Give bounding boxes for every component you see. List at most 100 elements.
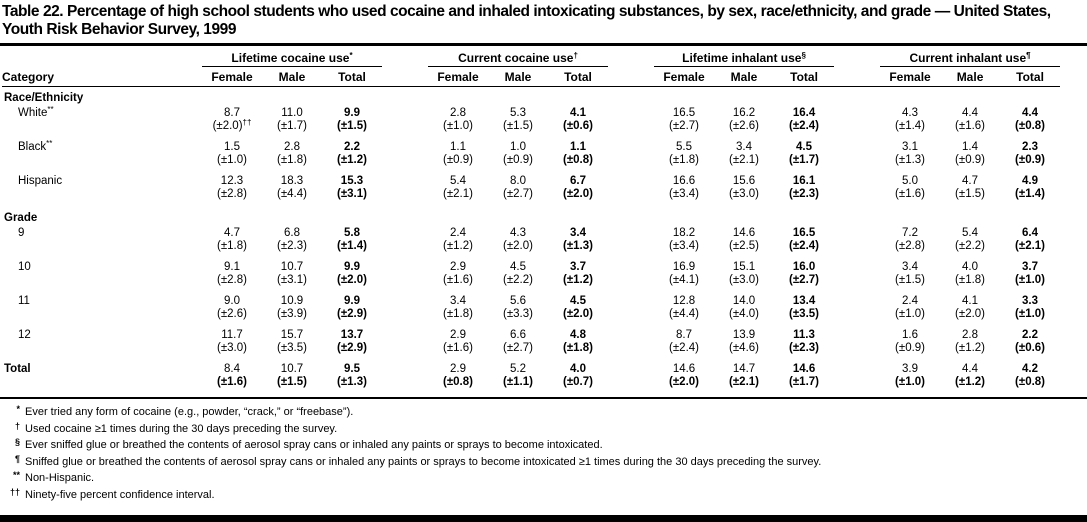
ci-cell: (±2.3) <box>789 342 819 354</box>
value-cell: 8.0 <box>510 175 526 187</box>
value-cell: 4.8 <box>570 329 586 341</box>
value-cell: 1.1 <box>450 141 466 153</box>
value-cell: 16.5 <box>792 227 816 239</box>
group-gap <box>382 154 428 173</box>
ci-cell: (±1.2) <box>443 240 473 252</box>
value-cell: 2.2 <box>344 141 360 153</box>
ci-cell: (±2.1) <box>729 154 759 166</box>
value-cell: 2.8 <box>962 329 979 341</box>
value-cell: 4.7 <box>962 175 979 187</box>
value-cell: 14.7 <box>732 363 756 375</box>
row-label: Total <box>4 363 31 375</box>
footnote-item: * Ever tried any form of cocaine (e.g., p… <box>2 403 1085 420</box>
row-label-spacer <box>2 376 202 395</box>
ci-cell: (±1.5) <box>277 376 307 388</box>
ci-cell: (±2.0) <box>669 376 699 388</box>
ci-cell: (±3.0) <box>217 342 247 354</box>
ci-cell: (±3.4) <box>669 240 699 252</box>
ci-cell: (±1.6) <box>217 376 247 388</box>
group-gap <box>834 342 880 361</box>
row-label-spacer <box>2 274 202 293</box>
group-gap <box>382 342 428 361</box>
ci-cell: (±1.0) <box>895 376 926 388</box>
ci-cell: (±2.0) <box>503 240 533 252</box>
footnotes-section: * Ever tried any form of cocaine (e.g., p… <box>0 397 1087 502</box>
column-group-header: Lifetime inhalant use§ <box>654 48 835 67</box>
value-cell: 12.8 <box>672 295 696 307</box>
value-cell: 16.6 <box>672 175 696 187</box>
footnote-symbol: † <box>14 420 20 431</box>
value-cell: 4.4 <box>962 107 979 119</box>
ci-cell: (±0.7) <box>563 376 593 388</box>
ci-cell: (±2.7) <box>503 188 533 200</box>
ci-cell: (±3.3) <box>503 308 533 320</box>
value-cell: 4.1 <box>962 295 979 307</box>
value-cell: 9.9 <box>344 107 360 119</box>
ci-cell: (±1.0) <box>895 308 926 320</box>
group-gap <box>834 327 880 342</box>
footnote-symbol: § <box>14 437 20 447</box>
group-gap <box>608 293 654 308</box>
value-cell: 5.6 <box>510 295 526 307</box>
group-gap <box>608 342 654 361</box>
ci-cell: (±4.6) <box>729 342 759 354</box>
subcolumn-header-total: Total <box>322 66 382 87</box>
ci-cell: (±1.3) <box>337 376 367 388</box>
group-gap <box>608 274 654 293</box>
subcolumn-header-female: Female <box>654 66 715 87</box>
value-cell: 16.2 <box>732 107 756 119</box>
ci-cell: (±1.8) <box>443 308 473 320</box>
ci-cell: (±3.4) <box>669 188 699 200</box>
group-gap <box>834 48 880 67</box>
ci-cell: (±1.2) <box>955 376 986 388</box>
ci-cell: (±1.5) <box>895 274 926 286</box>
footnote-item: ** Non-Hispanic. <box>2 469 1085 486</box>
footnote-text: Ever sniffed glue or breathed the conten… <box>25 439 603 451</box>
group-gap <box>382 139 428 154</box>
footnote-text: Sniffed glue or breathed the contents of… <box>25 455 822 468</box>
group-gap <box>834 139 880 154</box>
subcolumn-header-female: Female <box>428 66 488 87</box>
value-cell: 16.5 <box>672 107 696 119</box>
value-cell: 9.1 <box>224 261 240 273</box>
row-label-spacer <box>2 240 202 259</box>
table-title: Table 22. Percentage of high school stud… <box>2 3 1051 38</box>
column-group-header: Current cocaine use† <box>428 48 609 67</box>
ci-cell: (±2.6) <box>217 308 247 320</box>
ci-cell: (±1.5) <box>955 188 986 200</box>
group-gap <box>608 376 654 395</box>
ci-cell: (±2.0) <box>563 308 593 320</box>
section-row-label: Race/Ethnicity <box>4 92 84 104</box>
ci-cell: (±2.7) <box>789 274 819 286</box>
ci-cell: (±1.5) <box>503 120 533 132</box>
value-cell: 2.9 <box>450 261 466 273</box>
group-gap <box>382 105 428 120</box>
value-cell: 4.1 <box>570 107 586 119</box>
value-cell: 9.9 <box>344 295 360 307</box>
ci-cell: (±2.2) <box>503 274 533 286</box>
group-gap <box>834 259 880 274</box>
group-gap <box>382 376 428 395</box>
ci-cell: (±1.0) <box>443 120 473 132</box>
value-cell: 13.7 <box>340 329 364 341</box>
group-gap <box>382 361 428 376</box>
value-cell: 3.4 <box>570 227 586 239</box>
value-cell: 3.4 <box>450 295 466 307</box>
value-cell: 1.4 <box>962 141 979 153</box>
ci-cell: (±2.5) <box>729 240 759 252</box>
value-cell: 15.1 <box>732 261 756 273</box>
group-gap <box>834 225 880 240</box>
ci-cell: (±1.3) <box>563 240 593 252</box>
ci-cell: (±1.0) <box>1015 274 1046 286</box>
footnote-item: †† Ninety-five percent confidence interva… <box>2 486 1085 503</box>
value-cell: 1.1 <box>570 141 586 153</box>
title-rule <box>0 43 1087 46</box>
ci-cell: (±0.8) <box>443 376 473 388</box>
ci-cell: (±2.1) <box>443 188 473 200</box>
footnote-symbol: ** <box>12 470 20 480</box>
category-header: Category <box>2 66 202 87</box>
row-label: Black** <box>18 139 53 154</box>
value-cell: 6.4 <box>1022 227 1039 239</box>
ci-cell: (±1.3) <box>895 154 926 166</box>
value-cell: 3.7 <box>570 261 586 273</box>
